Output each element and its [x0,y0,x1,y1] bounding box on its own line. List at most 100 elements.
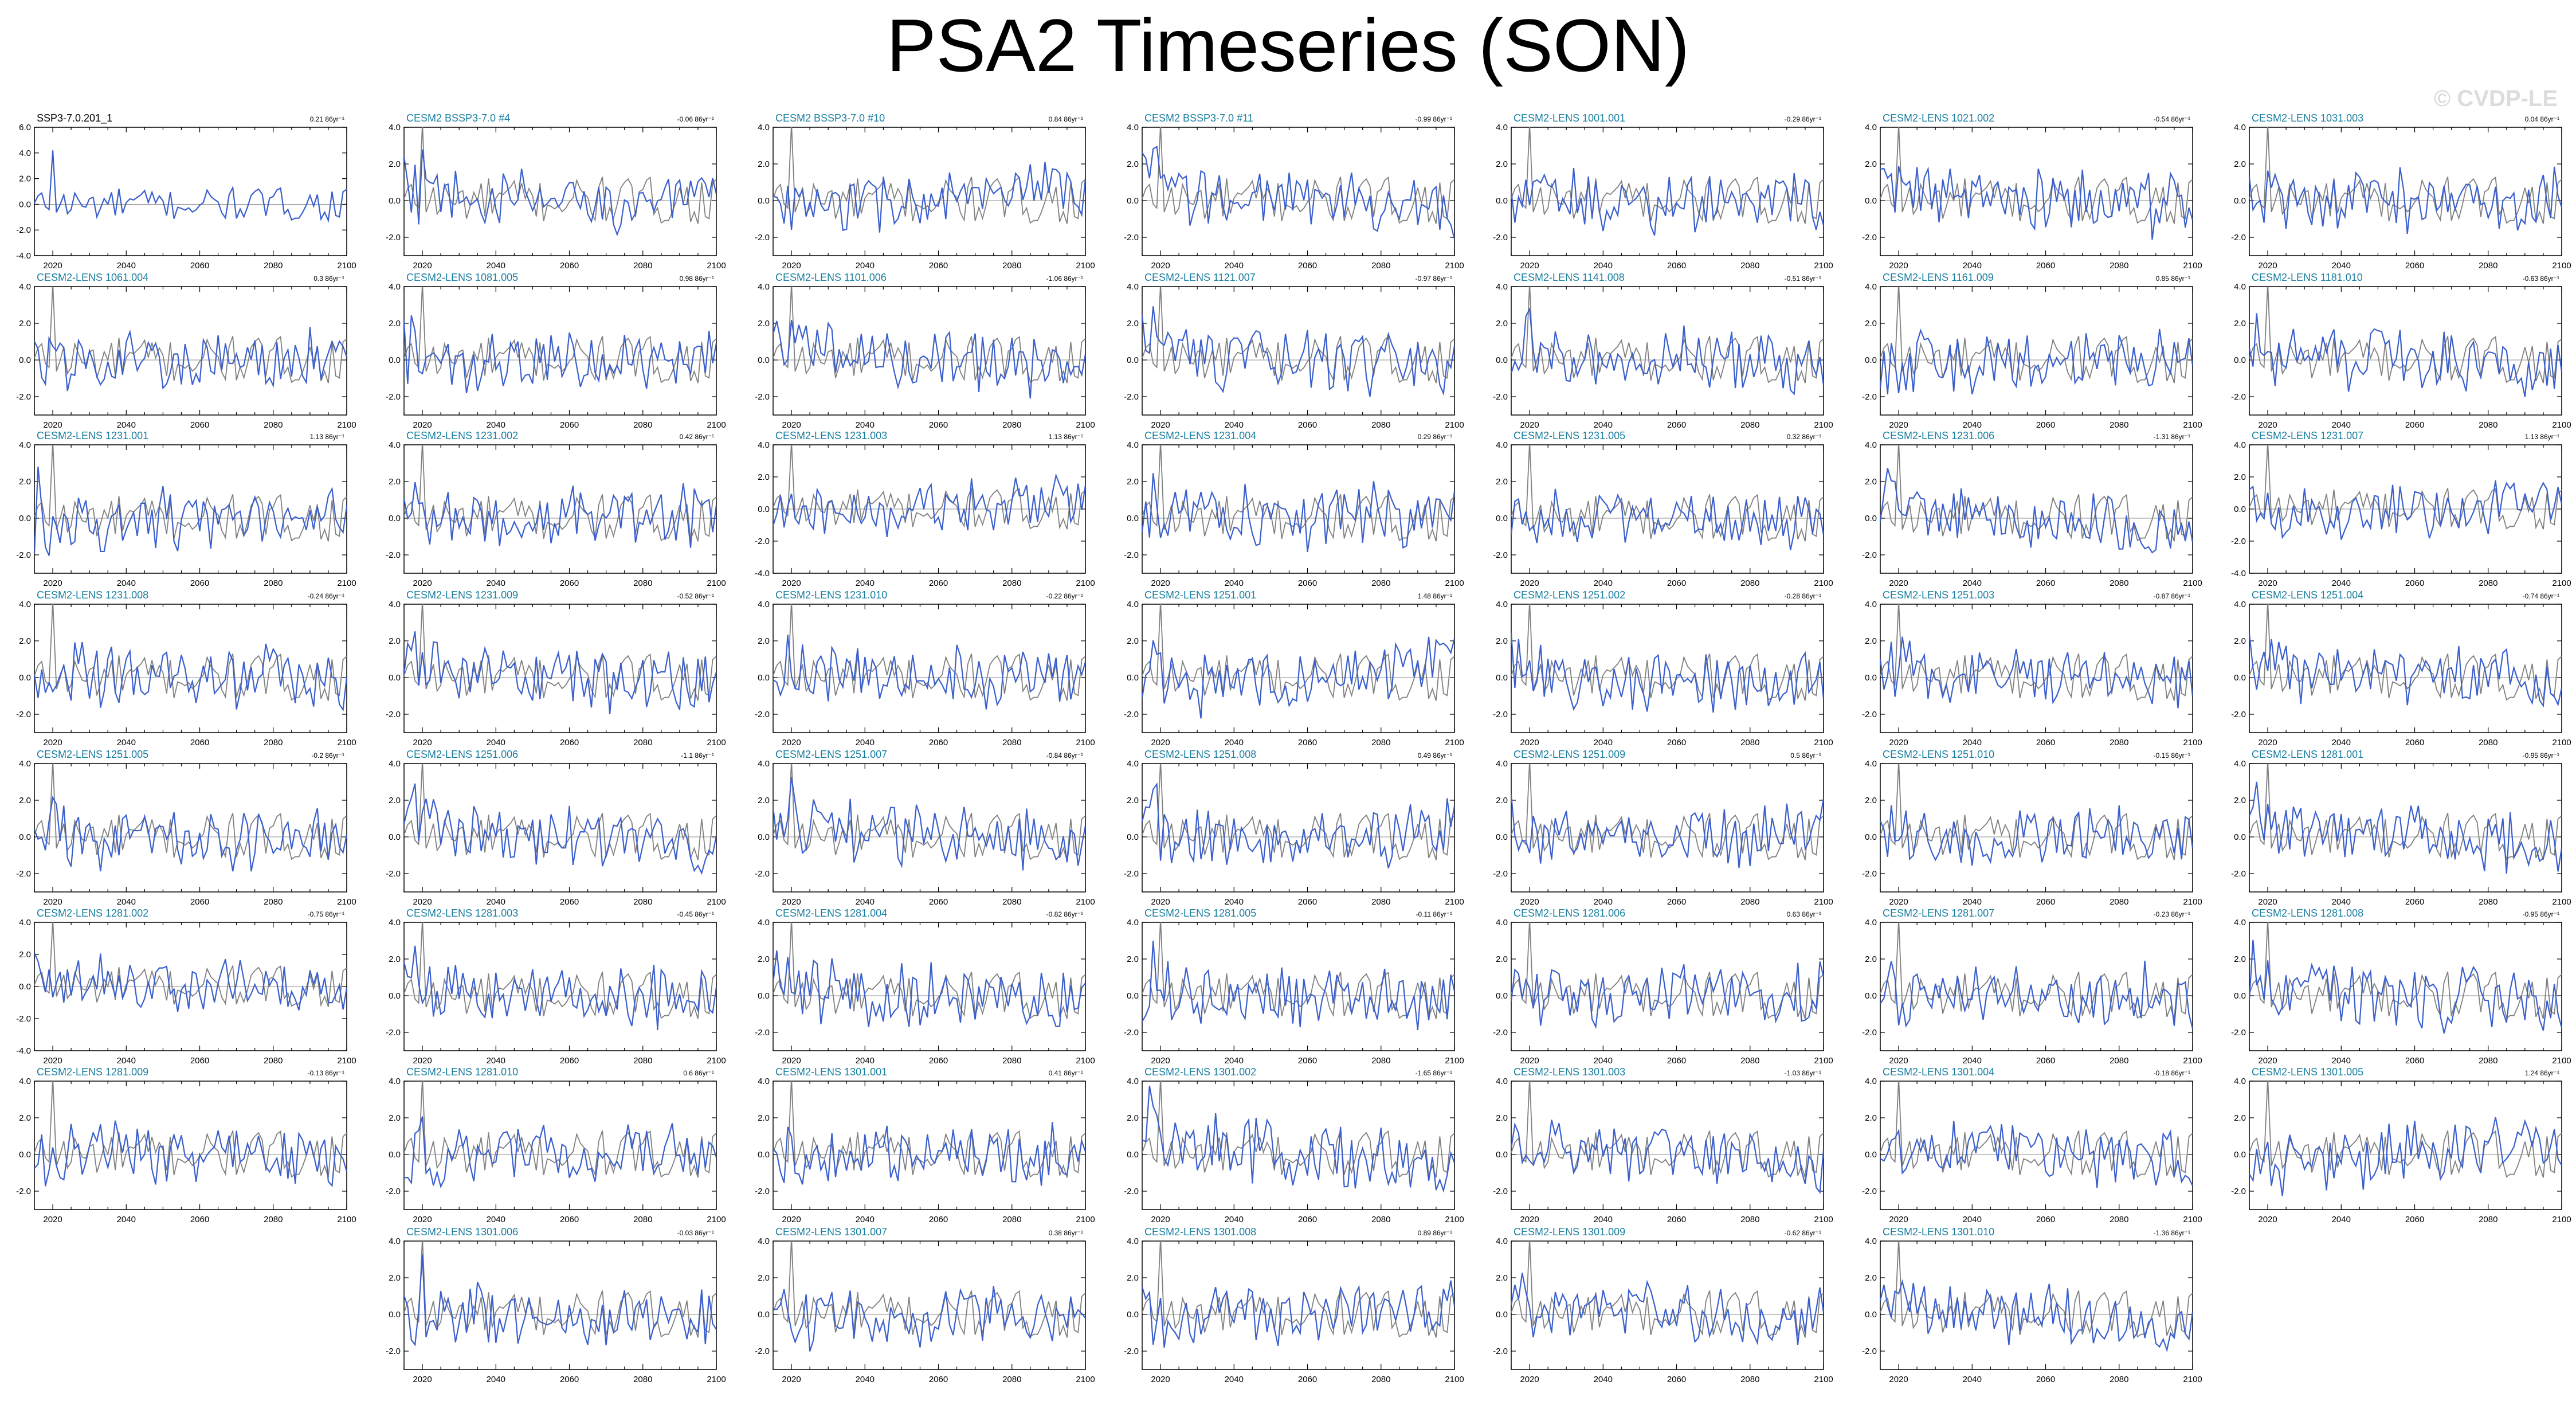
y-tick-label: 4.0 [389,123,401,132]
y-tick-label: -2.0 [755,1187,770,1196]
y-tick-label: -4.0 [2231,569,2246,578]
x-tick-label: 2020 [1889,578,1908,588]
panel-frame [1142,127,1455,256]
panel-34: CESM2-LENS 1251.010 -0.15 86yr⁻¹ 4.0 2.0 0.0… [1862,749,2202,907]
model-series-line [2249,781,2562,874]
x-tick-label: 2040 [1594,261,1613,271]
panel-frame [1880,763,2193,893]
y-tick-label: 4.0 [1865,759,1877,769]
panel-43: CESM2-LENS 1281.009 -0.13 86yr⁻¹ 4.0 2.0 0.0… [16,1066,356,1224]
panel-frame [403,286,717,416]
x-tick-label: 2060 [929,578,948,588]
x-tick-label: 2080 [264,420,283,430]
y-tick-label: 2.0 [19,319,31,328]
x-tick-label: 2060 [2405,420,2424,430]
panel-52: CESM2-LENS 1301.008 0.89 86yr⁻¹ 4.0 2.0 0.0 -… [1124,1226,1464,1384]
panel-2: CESM2 BSSP3-7.0 #4 -0.06 86yr⁻¹ 4.0 2.0 0.0 -… [386,112,726,271]
observed-line [1511,127,1824,224]
y-tick-label: 2.0 [1496,159,1508,169]
x-tick-label: 2100 [707,1215,726,1224]
panel-frame [773,286,1086,416]
panel-trend: -0.22 86yr⁻¹ [1046,592,1083,600]
x-tick-label: 2040 [117,578,136,588]
panel-12: CESM2-LENS 1141.008 -0.51 86yr⁻¹ 4.0 2.0 0.0… [1493,272,1833,430]
x-tick-label: 2080 [1002,1215,1021,1224]
y-tick-label: -2.0 [1493,710,1508,719]
y-tick-label: -2.0 [386,1347,401,1356]
x-tick-label: 2040 [856,897,875,907]
x-tick-label: 2020 [1520,261,1539,271]
model-series-line [1880,1121,2193,1188]
x-tick-label: 2020 [413,578,432,588]
y-tick-label: 2.0 [2234,636,2246,646]
x-tick-label: 2020 [413,1056,432,1066]
y-tick-label: 0.0 [1496,514,1508,523]
panel-label: CESM2-LENS 1251.006 [406,749,518,760]
y-tick-label: 4.0 [1865,1236,1877,1246]
x-tick-label: 2040 [2332,897,2351,907]
y-tick-label: 0.0 [1865,514,1877,523]
panel-label: CESM2-LENS 1281.008 [2252,907,2363,919]
observed-line [1880,764,2193,860]
y-tick-label: 0.0 [19,355,31,365]
x-tick-label: 2020 [413,897,432,907]
x-tick-label: 2020 [2258,738,2277,747]
x-tick-label: 2080 [2479,420,2497,430]
y-tick-label: 2.0 [758,796,770,805]
y-tick-label: 2.0 [389,477,401,487]
x-tick-label: 2100 [1076,1375,1095,1384]
y-tick-label: -2.0 [755,1347,770,1356]
panel-25: CESM2-LENS 1251.001 1.48 86yr⁻¹ 4.0 2.0 0.0 -… [1124,589,1464,747]
observed-line [404,922,716,1019]
y-tick-label: 0.0 [19,199,31,209]
y-tick-label: 0.0 [19,1150,31,1160]
panel-label: CESM2-LENS 1121.007 [1144,272,1256,283]
y-tick-label: 4.0 [1127,282,1139,292]
panel-trend: 0.49 86yr⁻¹ [1418,752,1452,760]
y-tick-label: 4.0 [1496,759,1508,769]
x-tick-label: 2040 [487,897,505,907]
panel-label: CESM2 BSSP3-7.0 #11 [1144,112,1253,124]
y-tick-label: -2.0 [1493,1028,1508,1038]
panel-label: CESM2-LENS 1281.010 [406,1066,518,1078]
x-tick-label: 2080 [1371,738,1390,747]
model-series-line [34,466,347,556]
x-tick-label: 2040 [2332,420,2351,430]
x-tick-label: 2020 [782,420,801,430]
y-tick-label: 4.0 [1496,1236,1508,1246]
panel-trend: 0.32 86yr⁻¹ [1787,433,1821,441]
panel-36: CESM2-LENS 1281.002 -0.75 86yr⁻¹ 4.0 2.0 0.0… [16,907,356,1066]
observed-line [1511,604,1824,701]
model-series-line [773,320,1085,399]
x-tick-label: 2100 [337,1215,356,1224]
panel-51: CESM2-LENS 1301.007 0.38 86yr⁻¹ 4.0 2.0 0.0 -… [755,1226,1095,1384]
x-tick-label: 2080 [1371,1056,1390,1066]
y-tick-label: 2.0 [1865,636,1877,646]
panel-14: CESM2-LENS 1181.010 -0.63 86yr⁻¹ 4.0 2.0 0.0… [2231,272,2571,430]
y-tick-label: 4.0 [758,1077,770,1086]
model-series-line [1511,1120,1824,1195]
panel-label: CESM2-LENS 1301.001 [775,1066,887,1078]
panel-label: CESM2-LENS 1231.006 [1883,430,1994,441]
x-tick-label: 2100 [1445,897,1464,907]
y-tick-label: 6.0 [19,123,31,132]
y-tick-label: -2.0 [755,537,770,546]
model-series-line [1142,473,1454,553]
x-tick-label: 2060 [190,738,209,747]
y-tick-label: 0.0 [389,514,401,523]
y-tick-label: 0.0 [1127,991,1139,1001]
x-tick-label: 2100 [2552,1056,2571,1066]
panel-label: CESM2-LENS 1281.003 [406,907,518,919]
x-tick-label: 2100 [2552,420,2571,430]
panel-trend: -1.03 86yr⁻¹ [1785,1069,1821,1077]
panel-trend: -0.2 86yr⁻¹ [311,752,344,760]
x-tick-label: 2060 [560,261,579,271]
y-tick-label: 2.0 [1127,1273,1139,1283]
panel-frame [1142,286,1455,416]
x-tick-label: 2080 [2110,420,2128,430]
y-tick-label: -2.0 [2231,392,2246,402]
x-tick-label: 2100 [2183,420,2202,430]
x-tick-label: 2020 [782,1375,801,1384]
y-tick-label: 0.0 [1127,1310,1139,1320]
